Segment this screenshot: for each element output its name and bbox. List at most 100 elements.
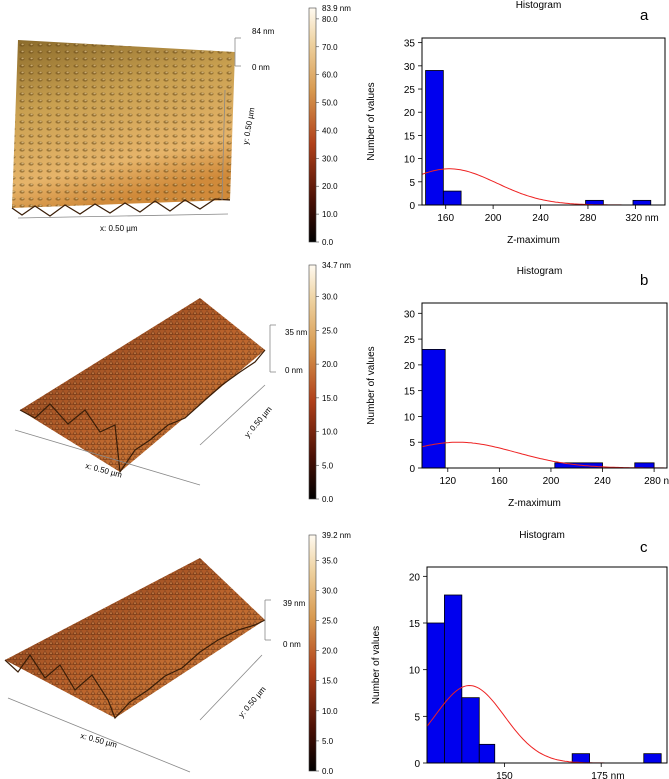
colorbar-max-label: 34.7 nm	[322, 261, 351, 270]
histogram-bar	[421, 349, 446, 469]
afm-surface-b	[19, 298, 266, 474]
y-tick-label: 20	[404, 361, 416, 372]
histogram-title: Histogram	[519, 530, 565, 541]
colorbar-tick-label: 80.0	[322, 15, 338, 24]
colorbar-tick-label: 0.0	[322, 767, 334, 776]
afm-x-axis-line	[14, 429, 201, 486]
x-tick-label: 280 nm	[644, 476, 669, 487]
afm-x-axis-line	[7, 697, 191, 773]
histogram-a: Histogram a 0 5 10 15 20 25 30 35 160 200 240 280 320 …	[366, 0, 666, 246]
afm-y-axis-line	[221, 89, 226, 201]
colorbar-max-label: 39.2 nm	[322, 531, 351, 540]
y-tick-label: 5	[409, 438, 415, 449]
panel-c: 39 nm 0 nm x: 0.50 µm y: 0.50 µm 39.2 nm 35.0…	[4, 530, 668, 779]
plot-frame	[421, 302, 668, 469]
colorbar-tick-label: 15.0	[322, 677, 338, 686]
colorbar-a	[308, 7, 317, 243]
colorbar-tick-label: 30.0	[322, 293, 338, 302]
colorbar-tick-label: 25.0	[322, 326, 338, 335]
y-tick-label: 5	[409, 178, 415, 189]
colorbar-tick-label: 70.0	[322, 43, 338, 52]
y-tick-label: 15	[404, 131, 416, 142]
histogram-b: Histogram b 0 5 10 15 20 25 30 120 160 200 240 280 nm…	[366, 266, 669, 509]
afm-y-axis-line	[199, 384, 266, 446]
afm-y-label: y: 0.50 µm	[241, 107, 256, 146]
panel-letter: c	[640, 539, 648, 556]
y-tick-label: 35	[404, 39, 416, 50]
colorbar-tick-label: 25.0	[322, 616, 338, 625]
colorbar-tick-label: 10.0	[322, 428, 338, 437]
colorbar-tick-label: 40.0	[322, 126, 338, 135]
colorbar-tick-label: 5.0	[322, 461, 334, 470]
afm-y-axis-line	[199, 654, 263, 721]
plot-frame	[421, 37, 666, 206]
x-axis-label: Z-maximum	[507, 235, 560, 246]
histogram-bar	[632, 199, 652, 206]
afm-surface-a	[11, 40, 235, 217]
x-tick-label: 200	[543, 476, 560, 487]
histogram-bar	[444, 594, 463, 764]
afm-y-label: y: 0.50 µm	[237, 685, 268, 720]
colorbar-tick-label: 15.0	[322, 394, 338, 403]
afm-height-top-label: 35 nm	[285, 328, 308, 337]
y-axis-label: Number of values	[371, 626, 382, 704]
colorbar-tick-label: 0.0	[322, 495, 334, 504]
y-tick-label: 30	[404, 62, 416, 73]
colorbar-tick-label: 20.0	[322, 360, 338, 369]
panel-a: 84 nm 0 nm x: 0.50 µm y: 0.50 µm 83.9 nm 80.0…	[11, 0, 666, 247]
afm-y-label: y: 0.50 µm	[243, 405, 274, 440]
x-tick-label: 120	[439, 476, 456, 487]
histogram-bar	[426, 622, 445, 764]
colorbar-tick-label: 10.0	[322, 707, 338, 716]
colorbar-tick-label: 60.0	[322, 71, 338, 80]
y-tick-label: 25	[404, 335, 416, 346]
panel-letter: b	[640, 272, 648, 289]
fit-curve	[421, 441, 667, 469]
x-tick-label: 320 nm	[625, 213, 658, 224]
histogram-bar	[571, 753, 590, 764]
afm-surface-c	[4, 558, 266, 720]
histogram-bar	[478, 743, 496, 764]
plot-frame	[426, 566, 668, 764]
histogram-title: Histogram	[517, 266, 563, 277]
histogram-bar	[461, 697, 480, 764]
y-axis-label: Number of values	[366, 346, 377, 424]
y-tick-label: 0	[409, 201, 415, 212]
afm-height-bottom-label: 0 nm	[283, 640, 301, 649]
y-axis-label: Number of values	[366, 82, 377, 160]
histogram-bar	[634, 462, 655, 469]
x-tick-label: 200	[485, 213, 502, 224]
x-axis-label: Z-maximum	[508, 498, 561, 509]
x-tick-label: 160	[437, 213, 454, 224]
y-tick-label: 0	[414, 759, 420, 770]
colorbar-tick-label: 35.0	[322, 556, 338, 565]
colorbar-tick-label: 20.0	[322, 182, 338, 191]
y-tick-label: 25	[404, 85, 416, 96]
histogram-bar	[425, 70, 444, 206]
y-tick-label: 30	[404, 309, 416, 320]
colorbar-tick-label: 30.0	[322, 586, 338, 595]
y-tick-label: 20	[409, 572, 421, 583]
y-tick-label: 10	[404, 155, 416, 166]
colorbar-c	[308, 534, 317, 772]
x-tick-label: 280	[580, 213, 597, 224]
y-tick-label: 0	[409, 464, 415, 475]
afm-height-bottom-label: 0 nm	[285, 366, 303, 375]
y-tick-label: 15	[404, 387, 416, 398]
y-tick-label: 10	[409, 666, 421, 677]
afm-x-label: x: 0.50 µm	[79, 731, 118, 749]
colorbar-tick-label: 5.0	[322, 737, 334, 746]
afm-x-axis-line	[17, 213, 229, 219]
panel-letter: a	[640, 7, 649, 24]
afm-x-label: x: 0.50 µm	[100, 224, 138, 233]
y-tick-label: 10	[404, 412, 416, 423]
colorbar-tick-label: 30.0	[322, 154, 338, 163]
x-tick-label: 150	[496, 771, 513, 779]
colorbar-tick-label: 10.0	[322, 210, 338, 219]
histogram-bar	[643, 753, 662, 764]
afm-height-top-label: 84 nm	[252, 27, 275, 36]
colorbar-tick-label: 0.0	[322, 238, 334, 247]
afm-height-bottom-label: 0 nm	[252, 63, 270, 72]
